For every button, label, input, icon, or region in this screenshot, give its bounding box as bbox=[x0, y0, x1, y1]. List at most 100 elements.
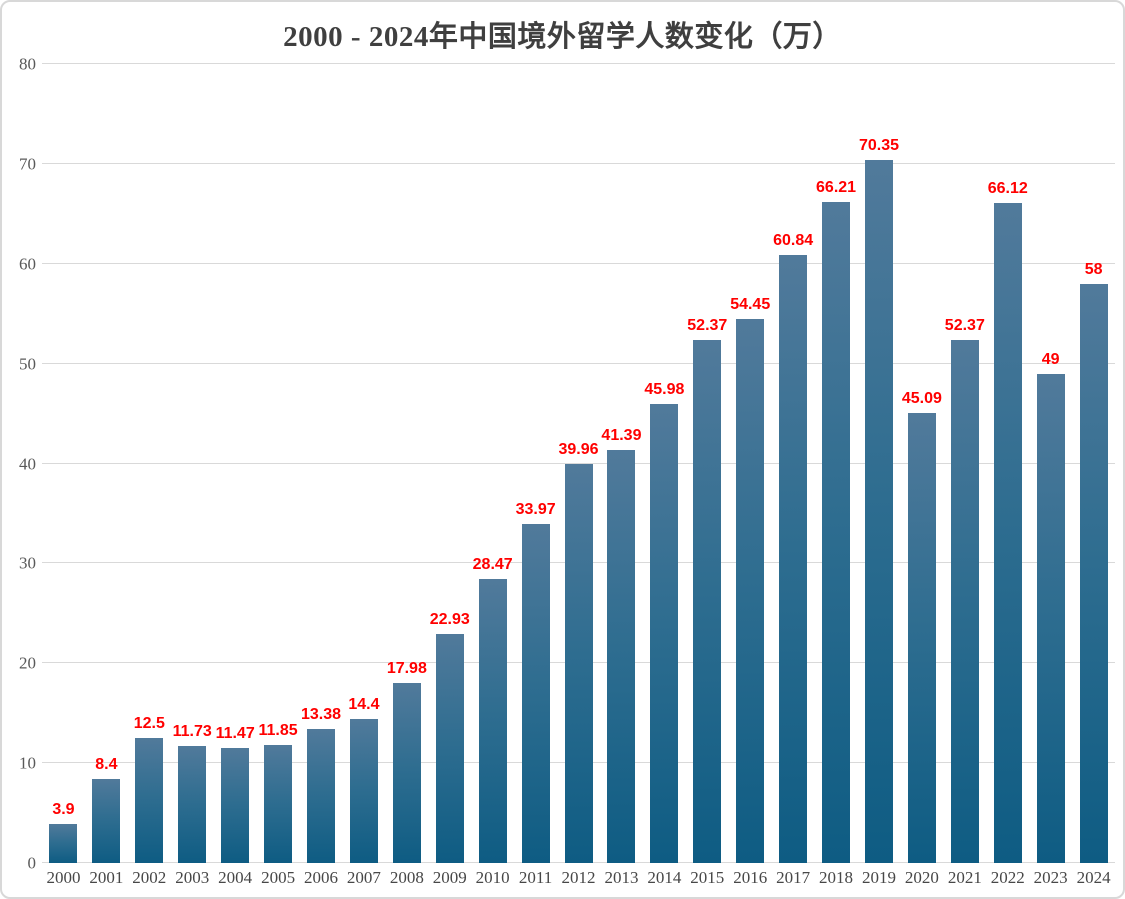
bar bbox=[178, 745, 207, 863]
y-axis-tick-label: 60 bbox=[19, 254, 36, 274]
bar-value-label: 22.93 bbox=[429, 611, 470, 628]
bar-value-label: 60.84 bbox=[773, 232, 814, 250]
bar-column: 41.39 bbox=[600, 64, 643, 863]
y-axis-tick-label: 10 bbox=[19, 753, 36, 773]
bar-column: 52.37 bbox=[943, 64, 986, 863]
bar bbox=[264, 744, 293, 863]
bar bbox=[349, 719, 378, 863]
x-axis-tick-label: 2011 bbox=[518, 868, 553, 887]
bar-value-label: 11.85 bbox=[258, 721, 298, 739]
bar-value-label: 33.97 bbox=[515, 500, 556, 518]
gridline bbox=[42, 63, 1115, 64]
x-axis-tick-label: 2003 bbox=[175, 868, 210, 887]
x-axis-tick-label: 2010 bbox=[475, 868, 510, 887]
bar-column: 13.38 bbox=[300, 64, 343, 863]
x-axis-tick-label: 2005 bbox=[261, 868, 296, 887]
bar bbox=[135, 738, 164, 863]
x-axis-tick-label: 2004 bbox=[218, 868, 253, 887]
y-axis-tick-label: 40 bbox=[19, 454, 36, 473]
x-axis-tick-label: 2020 bbox=[904, 868, 939, 887]
bar-column: 66.12 bbox=[986, 64, 1029, 863]
x-axis-tick-label: 2006 bbox=[303, 868, 338, 887]
bar-value-label: 52.37 bbox=[944, 316, 985, 334]
bar-column: 12.5 bbox=[128, 64, 171, 863]
bar bbox=[822, 201, 851, 863]
x-axis-tick-label: 2023 bbox=[1033, 868, 1068, 887]
plot-area: 3.9 8.4 12.5 11.73 11.47 11.85 13.38 14.4 17.98 2… bbox=[42, 63, 1115, 863]
bar-column: 54.45 bbox=[729, 64, 772, 863]
bar-value-label: 8.4 bbox=[95, 756, 118, 774]
x-axis-tick-label: 2022 bbox=[990, 868, 1025, 887]
bar-column: 3.9 bbox=[42, 64, 85, 863]
bar-value-label: 45.09 bbox=[901, 389, 942, 407]
bar-column: 45.98 bbox=[643, 64, 686, 863]
bar-value-label: 39.96 bbox=[558, 440, 599, 458]
x-axis-tick-label: 2000 bbox=[46, 868, 81, 887]
bar-value-label: 28.47 bbox=[472, 555, 513, 573]
gridline bbox=[42, 462, 1115, 464]
bar bbox=[478, 578, 507, 863]
x-axis-tick-label: 2009 bbox=[432, 868, 467, 887]
x-axis-tick-label: 2018 bbox=[819, 868, 854, 887]
bar bbox=[392, 683, 421, 863]
bars-row: 3.9 8.4 12.5 11.73 11.47 11.85 13.38 14.4 17.98 2… bbox=[42, 64, 1115, 863]
bar-value-label: 11.73 bbox=[172, 722, 212, 740]
x-axis: 2000 2001 2002 2003 2004 2005 2006 2007 2008 2009… bbox=[42, 866, 1115, 890]
bar-value-label: 54.45 bbox=[730, 296, 771, 314]
y-axis-tick-label: 50 bbox=[19, 354, 36, 374]
bar bbox=[521, 523, 550, 863]
bar-value-label: 13.38 bbox=[300, 706, 342, 724]
bar bbox=[564, 463, 593, 863]
gridline bbox=[42, 162, 1115, 164]
x-axis-tick-label: 2008 bbox=[389, 868, 424, 887]
x-axis-tick-label: 2017 bbox=[776, 868, 811, 887]
y-axis-tick-label: 80 bbox=[19, 54, 36, 74]
bar-column: 14.4 bbox=[342, 64, 385, 863]
bar bbox=[92, 779, 121, 863]
bar-column: 60.84 bbox=[772, 64, 815, 863]
bar-column: 8.4 bbox=[85, 64, 128, 863]
x-axis-tick-label: 2013 bbox=[604, 868, 639, 887]
bar-value-label: 52.37 bbox=[687, 316, 728, 334]
bar bbox=[49, 824, 78, 863]
x-axis-tick-label: 2016 bbox=[733, 868, 768, 887]
bar bbox=[1079, 283, 1108, 863]
bar-value-label: 14.4 bbox=[348, 696, 380, 714]
bar-value-label: 41.39 bbox=[601, 426, 642, 444]
chart-title: 2000 - 2024年中国境外留学人数变化（万） bbox=[283, 21, 842, 53]
bar-value-label: 17.98 bbox=[386, 660, 427, 678]
bar-column: 11.85 bbox=[257, 64, 300, 863]
bar bbox=[693, 339, 722, 863]
y-axis-tick-label: 30 bbox=[19, 553, 36, 573]
bar bbox=[607, 449, 636, 863]
bar-value-label: 45.98 bbox=[644, 380, 685, 398]
bar-value-label: 3.9 bbox=[52, 801, 75, 819]
bar-column: 70.35 bbox=[858, 64, 901, 863]
y-axis-tick-label: 70 bbox=[19, 154, 36, 174]
bar-column: 28.47 bbox=[471, 64, 514, 863]
bar-column: 39.96 bbox=[557, 64, 600, 863]
bar-column: 11.47 bbox=[214, 64, 257, 863]
bar-column: 49 bbox=[1029, 64, 1072, 863]
x-axis-tick-label: 2014 bbox=[647, 868, 682, 887]
bar-value-label: 11.47 bbox=[215, 725, 255, 743]
x-axis-tick-label: 2012 bbox=[561, 868, 596, 887]
bar-column: 58 bbox=[1072, 64, 1115, 863]
bar bbox=[993, 202, 1022, 863]
bar-column: 11.73 bbox=[171, 64, 214, 863]
bar-column: 33.97 bbox=[514, 64, 557, 863]
bar-column: 45.09 bbox=[900, 64, 943, 863]
x-axis-tick-label: 2021 bbox=[947, 868, 982, 887]
x-axis-tick-label: 2007 bbox=[346, 868, 381, 887]
y-axis: 0 10 20 30 40 50 60 70 80 bbox=[2, 56, 36, 872]
x-axis-tick-label: 2024 bbox=[1076, 868, 1111, 887]
x-axis-tick-label: 2015 bbox=[690, 868, 725, 887]
bar bbox=[950, 339, 979, 863]
bar-column: 17.98 bbox=[385, 64, 428, 863]
bar bbox=[779, 255, 808, 863]
bar bbox=[306, 729, 335, 863]
bar bbox=[435, 634, 464, 863]
bar-value-label: 66.12 bbox=[987, 179, 1028, 197]
y-axis-tick-label: 0 bbox=[27, 853, 37, 873]
